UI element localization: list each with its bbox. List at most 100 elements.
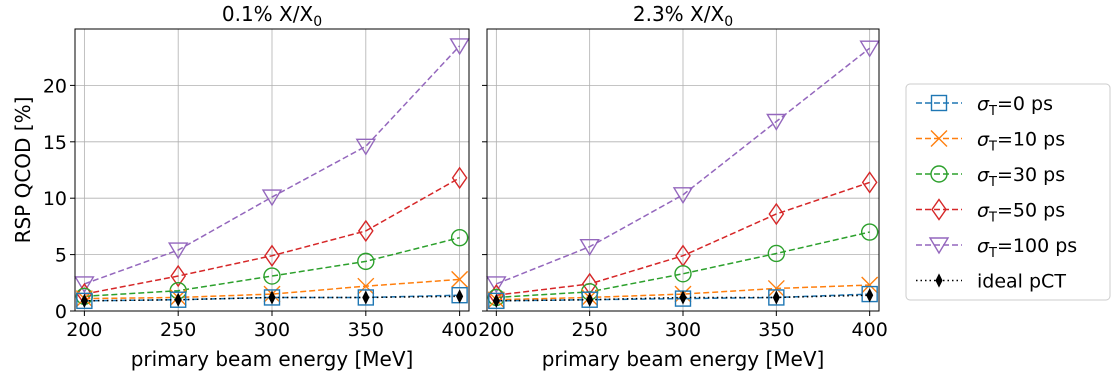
series-line-s50 bbox=[84, 177, 460, 295]
series-ideal bbox=[492, 288, 874, 308]
data-point-s100 bbox=[859, 40, 880, 58]
x-tick-label: 200 bbox=[478, 319, 514, 341]
legend-marker bbox=[930, 130, 948, 147]
legend-label-text: ideal pCT bbox=[977, 271, 1066, 293]
series-s100 bbox=[486, 40, 880, 294]
data-point-ideal bbox=[362, 290, 370, 305]
data-point-s50 bbox=[768, 202, 785, 226]
legend-label-subscript: T bbox=[988, 211, 997, 226]
panel-title-main: 0.1% X/X bbox=[222, 2, 314, 26]
x-tick-label: 400 bbox=[441, 319, 477, 341]
data-point-ideal bbox=[679, 290, 687, 305]
legend-label-symbol: σ bbox=[977, 93, 990, 115]
data-point-s100 bbox=[355, 138, 377, 156]
series-s100 bbox=[74, 38, 470, 294]
legend-entry-s0: σT=0 ps bbox=[916, 93, 1053, 119]
data-point-ideal bbox=[866, 288, 874, 303]
data-point-s10 bbox=[451, 270, 469, 288]
x-tick-label: 250 bbox=[160, 319, 196, 341]
data-point-s30 bbox=[674, 265, 692, 283]
data-point-s30 bbox=[263, 267, 281, 285]
y-tick-label: 0 bbox=[55, 301, 67, 323]
x-tick-label: 350 bbox=[758, 319, 794, 341]
data-point-s100 bbox=[74, 276, 95, 294]
data-point-ideal bbox=[174, 292, 182, 307]
x-tick-label: 200 bbox=[66, 319, 102, 341]
data-point-s50 bbox=[451, 166, 468, 190]
legend-label-text: =30 ps bbox=[997, 164, 1065, 186]
data-point-s30 bbox=[860, 223, 879, 241]
legend-entry-s100: σT=100 ps bbox=[916, 235, 1077, 261]
series-line-s30 bbox=[496, 231, 870, 299]
legend-label-subscript: T bbox=[988, 140, 997, 155]
panel-title-subscript: 0 bbox=[313, 14, 322, 30]
x-tick-label: 250 bbox=[572, 319, 608, 341]
legend-label-subscript: T bbox=[988, 246, 997, 261]
data-point-s100 bbox=[579, 239, 600, 257]
data-point-s100 bbox=[167, 242, 189, 260]
data-point-s10 bbox=[357, 277, 375, 295]
legend-entry-s50: σT=50 ps bbox=[916, 198, 1065, 226]
legend-marker bbox=[931, 198, 947, 221]
series-line-s30 bbox=[84, 236, 460, 298]
data-point-s0 bbox=[76, 292, 93, 310]
data-point-s100 bbox=[766, 113, 787, 131]
legend-label: σT=100 ps bbox=[977, 235, 1077, 261]
legend-label-text: =10 ps bbox=[997, 129, 1065, 151]
panel-title: 0.1% X/X0 bbox=[222, 2, 322, 30]
x-axis-label: primary beam energy [MeV] bbox=[542, 347, 825, 371]
y-tick-label: 15 bbox=[43, 132, 67, 154]
y-tick-label: 20 bbox=[43, 75, 67, 97]
legend-label-symbol: σ bbox=[977, 200, 990, 222]
legend-marker bbox=[928, 237, 950, 255]
legend-label: σT=30 ps bbox=[977, 164, 1065, 190]
legend-marker bbox=[930, 165, 948, 183]
data-point-ideal bbox=[586, 292, 594, 307]
data-point-s50 bbox=[264, 244, 280, 267]
legend-label: σT=10 ps bbox=[977, 129, 1065, 155]
data-point-ideal bbox=[80, 293, 88, 308]
data-point-s10 bbox=[861, 276, 879, 294]
series-line-ideal bbox=[496, 294, 870, 302]
data-point-s50 bbox=[357, 219, 374, 243]
data-point-s100 bbox=[261, 189, 283, 207]
data-point-s0 bbox=[768, 289, 785, 306]
data-point-s50 bbox=[861, 171, 878, 194]
legend-label-subscript: T bbox=[988, 104, 997, 119]
x-tick-label: 300 bbox=[254, 319, 290, 341]
legend-label-symbol: σ bbox=[977, 235, 990, 257]
panel-2: 200 250 300 350 400 primary beam energy [MeV]… bbox=[478, 2, 888, 371]
series-line-s10 bbox=[496, 284, 870, 301]
legend-entry-s30: σT=30 ps bbox=[916, 164, 1065, 190]
legend-frame bbox=[905, 83, 1111, 301]
legend-label-symbol: σ bbox=[977, 164, 990, 186]
data-point-s0 bbox=[488, 292, 505, 310]
y-axis-label: RSP QCOD [%] bbox=[11, 97, 35, 244]
data-point-s50 bbox=[170, 264, 187, 288]
legend-label: σT=0 ps bbox=[977, 93, 1053, 119]
legend-entry-ideal: ideal pCT bbox=[916, 271, 1066, 293]
legend-label-text: =100 ps bbox=[997, 235, 1077, 257]
series-line-s100 bbox=[84, 45, 461, 285]
data-point-s100 bbox=[449, 38, 470, 56]
legend-marker bbox=[935, 273, 943, 288]
series-s50 bbox=[76, 166, 468, 306]
panel-title: 2.3% X/X0 bbox=[633, 2, 733, 30]
data-point-s30 bbox=[357, 252, 375, 271]
x-axis-label: primary beam energy [MeV] bbox=[131, 347, 414, 371]
series-line-s50 bbox=[496, 181, 870, 296]
data-point-ideal bbox=[268, 290, 276, 305]
x-tick-label: 400 bbox=[852, 319, 888, 341]
legend-label: ideal pCT bbox=[977, 271, 1066, 293]
legend-label-text: =50 ps bbox=[997, 200, 1065, 222]
x-tick-label: 350 bbox=[348, 319, 384, 341]
data-point-ideal bbox=[456, 289, 464, 304]
panel-1: 200 250 300 350 400 0 5 10 15 20 primary beam ener… bbox=[11, 2, 478, 371]
legend-entry-s10: σT=10 ps bbox=[916, 129, 1065, 155]
legend-label: σT=50 ps bbox=[977, 200, 1065, 226]
legend-label-subscript: T bbox=[988, 175, 997, 190]
y-tick-label: 5 bbox=[55, 245, 67, 267]
data-point-s100 bbox=[672, 187, 694, 205]
